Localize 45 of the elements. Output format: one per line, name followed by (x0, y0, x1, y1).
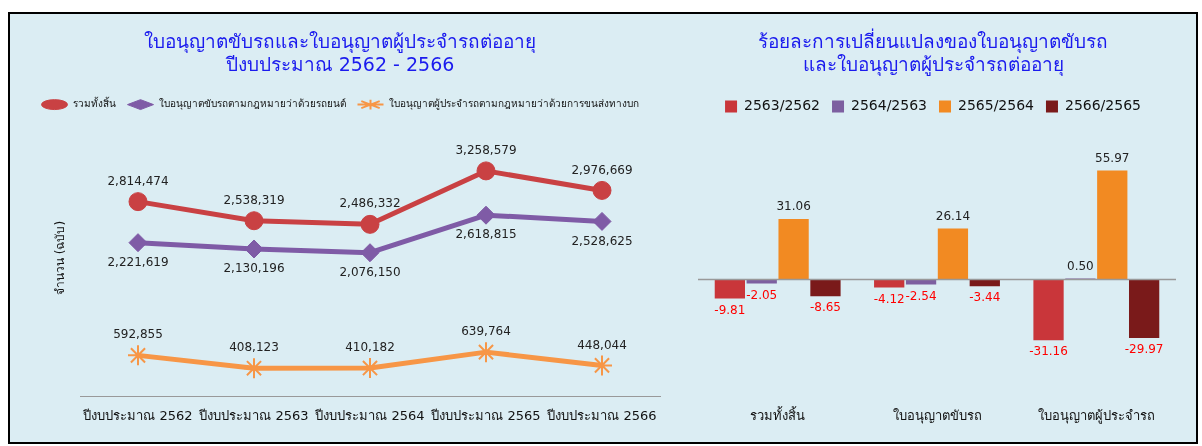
data-label: -3.44 (969, 290, 1001, 305)
data-label: 592,855 (113, 327, 163, 342)
x-tick-label: ปีงบประมาณ 2566 (546, 407, 657, 423)
data-label: 3,258,579 (455, 143, 517, 158)
legend-label: 2563/2562 (744, 97, 821, 114)
data-label: 410,182 (345, 340, 395, 355)
data-label: 639,764 (461, 324, 511, 339)
chart-title: ร้อยละการเปลี่ยนแปลงของใบอนุญาตขับรถ และใบอนุญาตผู้ประจำรถต่ออายุ (758, 28, 1108, 78)
legend-label: ใบอนุญาตขับรถตามกฎหมายว่าด้วยรถยนต์ (158, 98, 346, 111)
x-tick-label: ปีงบประมาณ 2562 (82, 407, 193, 423)
data-label: 26.14 (935, 208, 971, 223)
data-label: 2,076,150 (339, 264, 401, 279)
data-label: 31.06 (776, 199, 811, 214)
data-label: -2.54 (905, 288, 937, 303)
x-tick-label: ใบอนุญาตผู้ประจำรถ (1037, 407, 1155, 424)
x-tick-label: ปีงบประมาณ 2564 (314, 407, 425, 423)
data-label: -4.12 (873, 291, 905, 306)
x-tick-label: ปีงบประมาณ 2565 (430, 407, 541, 423)
data-label: 448,044 (577, 337, 627, 352)
x-tick-label: ปีงบประมาณ 2563 (198, 407, 309, 423)
legend-label: ใบอนุญาตผู้ประจำรถตามกฎหมายว่าด้วยการขนส่งทางบก (388, 98, 639, 111)
y-axis-title: จำนวน (ฉบับ) (52, 220, 67, 296)
x-tick-label: ใบอนุญาตขับรถ (892, 407, 982, 424)
data-label: 2,976,669 (571, 162, 633, 177)
data-label: 2,618,815 (455, 227, 517, 242)
data-label: -9.81 (714, 302, 746, 317)
data-label: -2.05 (746, 287, 778, 302)
chart-title: ใบอนุญาตขับรถและใบอนุญาตผู้ประจำรถต่ออายุ ปีงบประมาณ 2562 - 2566 (144, 30, 536, 76)
legend-label: 2565/2564 (958, 97, 1035, 114)
data-label: -29.97 (1124, 342, 1164, 357)
legend-label: 2564/2563 (851, 97, 928, 114)
data-label: 2,814,474 (107, 173, 169, 188)
data-label: 2,486,332 (339, 196, 401, 211)
data-label: -31.16 (1029, 344, 1068, 359)
data-label: 0.50 (1067, 258, 1094, 273)
legend-label: รวมทั้งสิ้น (72, 96, 116, 110)
data-label: 2,528,625 (571, 233, 633, 248)
data-label: 408,123 (229, 340, 279, 355)
data-label: 2,538,319 (223, 192, 285, 207)
data-label: 55.97 (1095, 150, 1130, 165)
legend-label: 2566/2565 (1064, 97, 1141, 114)
data-label: -8.65 (809, 300, 841, 315)
data-label: 2,221,619 (107, 254, 169, 269)
x-tick-label: รวมทั้งสิ้น (750, 405, 806, 423)
data-label: 2,130,196 (223, 261, 285, 276)
